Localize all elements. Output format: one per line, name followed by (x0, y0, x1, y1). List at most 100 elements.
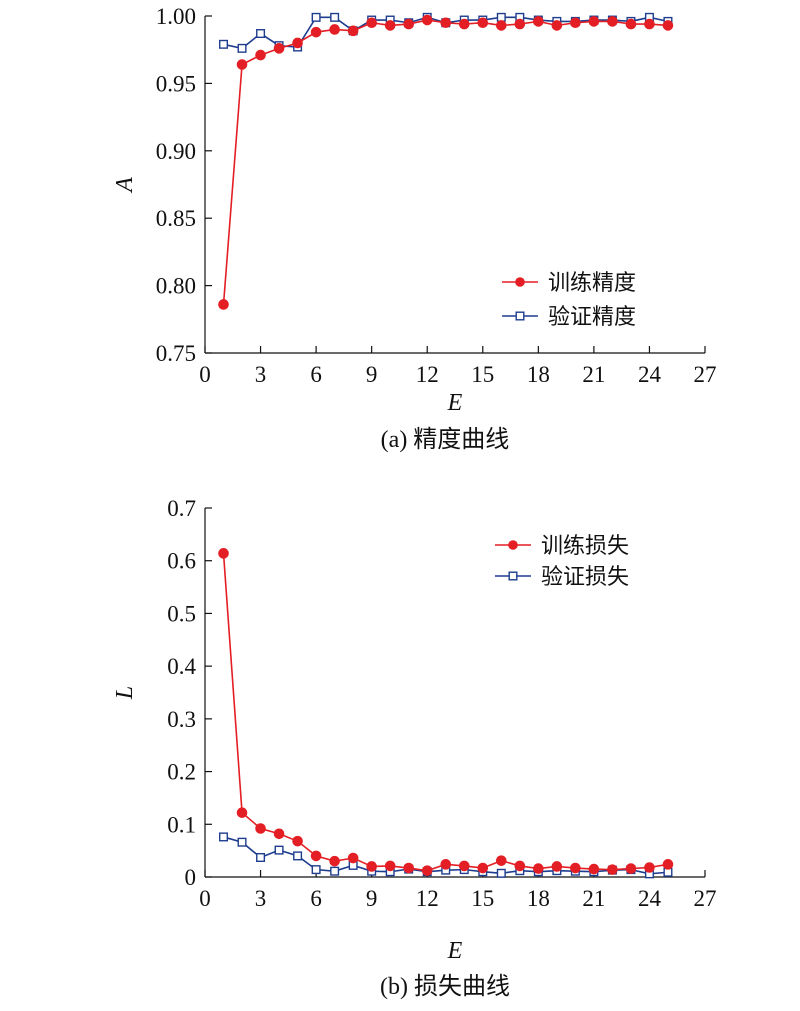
x-tick-label: 9 (366, 886, 378, 911)
data-point (607, 16, 618, 27)
data-point (496, 12, 506, 22)
legend-label: 训练损失 (541, 534, 629, 559)
x-axis-title: E (447, 390, 463, 416)
y-tick-label: 0 (185, 865, 197, 890)
data-point (588, 16, 600, 27)
legend-label: 验证损失 (541, 565, 629, 590)
data-point (311, 865, 321, 875)
x-tick-label: 6 (310, 886, 322, 911)
data-point (644, 862, 655, 873)
x-tick-label: 21 (582, 362, 605, 387)
data-point (256, 852, 266, 862)
data-point (588, 863, 600, 875)
y-tick-label: 1.00 (156, 4, 196, 29)
y-tick-label: 0.85 (156, 206, 196, 231)
data-point (310, 26, 322, 38)
y-tick-label: 0.4 (167, 654, 196, 679)
data-point (570, 862, 581, 874)
data-point (384, 20, 396, 31)
data-point (329, 855, 340, 867)
data-point (256, 29, 266, 39)
x-tick-label: 27 (694, 886, 717, 911)
data-point (311, 12, 321, 22)
x-tick-label: 3 (255, 362, 267, 387)
legend-item: 训练精度 (502, 271, 636, 296)
data-point (219, 39, 229, 49)
x-tick-label: 24 (638, 362, 662, 387)
x-tick-label: 15 (471, 362, 494, 387)
x-tick-label: 24 (638, 886, 662, 911)
series-training (218, 548, 674, 876)
data-point (236, 807, 248, 818)
data-point (218, 548, 229, 559)
legend-marker (508, 540, 518, 550)
data-point (274, 845, 284, 855)
legend-marker (515, 277, 525, 287)
y-tick-label: 0.6 (167, 549, 196, 574)
x-tick-label: 12 (416, 362, 439, 387)
y-axis-title: L (112, 686, 138, 700)
data-point (495, 855, 507, 866)
x-tick-label: 0 (199, 886, 211, 911)
data-point (330, 866, 340, 876)
data-point (330, 12, 340, 22)
data-point (292, 835, 303, 847)
data-point (421, 865, 433, 876)
data-point (477, 862, 489, 874)
data-point (551, 861, 563, 872)
y-tick-label: 0.80 (156, 274, 196, 299)
data-point (662, 859, 674, 870)
data-point (273, 828, 285, 840)
series-line (222, 553, 669, 872)
x-tick-label: 3 (255, 886, 267, 911)
x-tick-label: 18 (527, 362, 550, 387)
data-point (347, 25, 359, 37)
y-tick-label: 0.3 (167, 707, 196, 732)
data-point (403, 862, 415, 874)
data-point (255, 49, 266, 61)
data-point (458, 860, 470, 872)
x-tick-label: 12 (416, 886, 439, 911)
series-training (218, 14, 674, 310)
data-point (533, 16, 544, 27)
data-point (219, 832, 229, 842)
data-point (458, 18, 470, 30)
y-tick-label: 0.1 (167, 812, 196, 837)
y-tick-label: 0.90 (156, 139, 196, 164)
data-point (293, 851, 303, 861)
x-tick-label: 6 (310, 362, 322, 387)
data-point (273, 43, 285, 54)
x-tick-label: 9 (366, 362, 378, 387)
data-point (495, 20, 507, 31)
x-tick-label: 27 (694, 362, 717, 387)
y-tick-label: 0.95 (156, 71, 196, 96)
x-tick-label: 0 (199, 362, 211, 387)
legend-item: 训练损失 (495, 534, 629, 559)
x-axis-title: E (447, 938, 463, 964)
data-point (662, 20, 674, 31)
y-tick-label: 0.2 (167, 760, 196, 785)
data-point (514, 860, 526, 872)
data-point (366, 861, 377, 872)
data-point (421, 14, 433, 26)
y-tick-label: 0.7 (167, 496, 196, 521)
data-point (514, 18, 526, 30)
accuracy-chart: 0 3 6 9 12 15 18 21 24 27 0.75 0.80 0.85 0.90 0.95 1.00… (112, 4, 717, 453)
legend-marker (515, 311, 525, 321)
x-tick-label: 21 (582, 886, 605, 911)
data-point (236, 59, 248, 70)
y-tick-label: 0.5 (167, 601, 196, 626)
data-point (403, 18, 415, 30)
y-axis-title: A (112, 177, 138, 194)
x-tick-label: 15 (471, 886, 494, 911)
legend-marker (508, 571, 518, 581)
series-validation (219, 832, 673, 879)
data-point (347, 852, 359, 864)
legend-label: 训练精度 (548, 271, 636, 296)
data-point (237, 43, 247, 53)
series-line (222, 19, 669, 305)
x-tick-label: 18 (527, 886, 550, 911)
data-point (440, 17, 452, 29)
chart-caption: (a) 精度曲线 (381, 426, 510, 453)
